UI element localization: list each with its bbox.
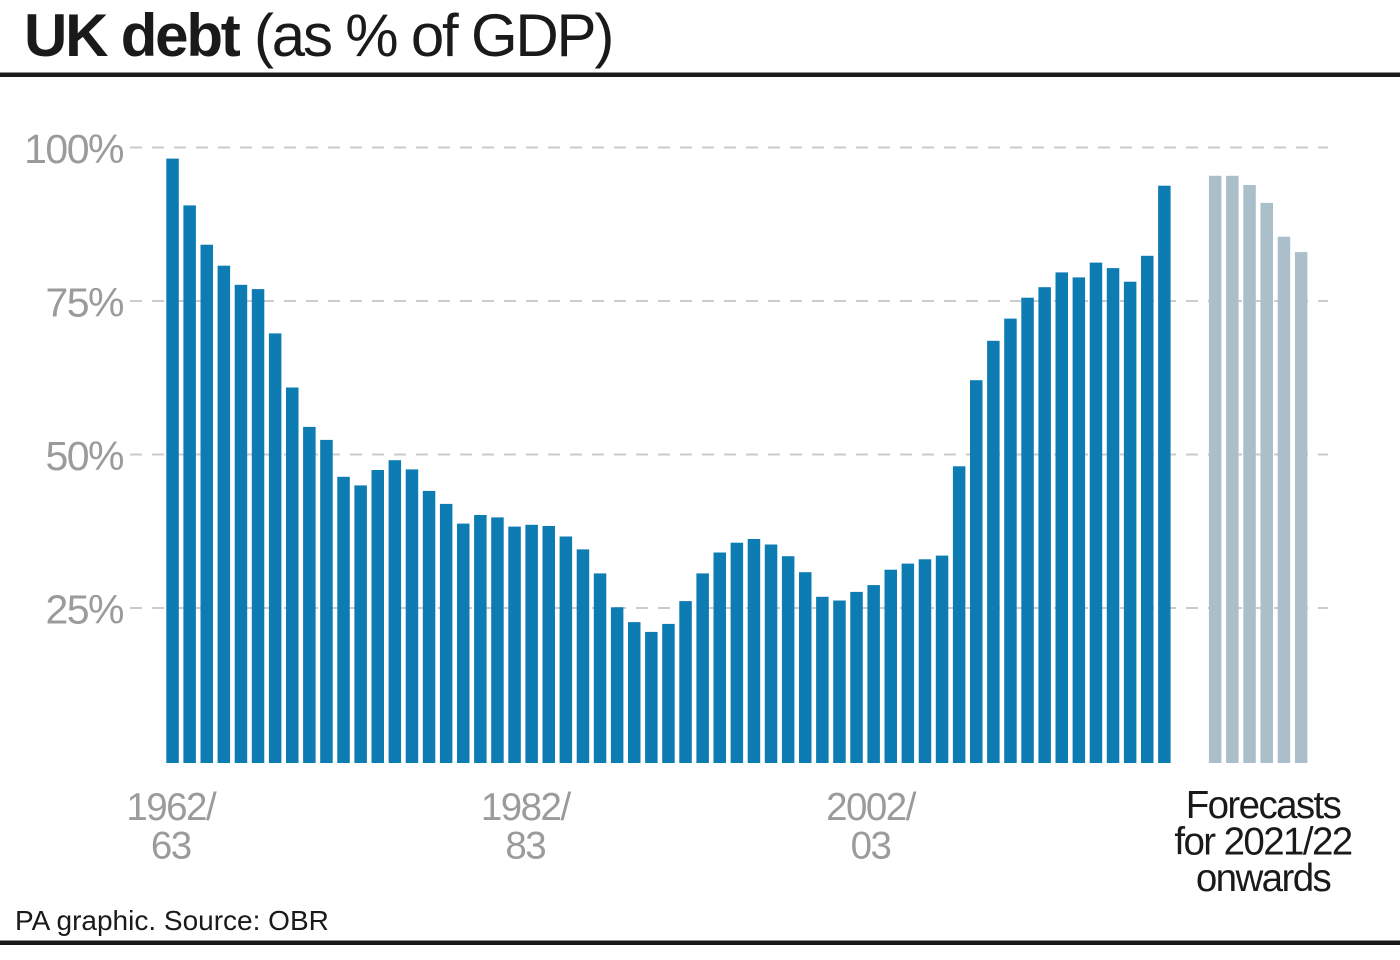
svg-text:(as % of GDP): (as % of GDP) bbox=[254, 2, 612, 69]
svg-text:50%: 50% bbox=[45, 433, 123, 479]
svg-text:UK debt: UK debt bbox=[24, 2, 241, 69]
svg-text:1982/: 1982/ bbox=[481, 786, 572, 829]
svg-text:PA graphic. Source: OBR: PA graphic. Source: OBR bbox=[15, 905, 329, 936]
svg-text:75%: 75% bbox=[45, 280, 123, 326]
svg-text:1962/: 1962/ bbox=[126, 786, 217, 829]
svg-text:63: 63 bbox=[151, 825, 191, 868]
svg-text:2002/: 2002/ bbox=[826, 786, 917, 829]
svg-text:25%: 25% bbox=[45, 587, 123, 633]
svg-text:Forecasts: Forecasts bbox=[1186, 784, 1341, 827]
svg-text:for 2021/22: for 2021/22 bbox=[1174, 821, 1351, 864]
svg-text:onwards: onwards bbox=[1196, 857, 1331, 900]
svg-text:83: 83 bbox=[505, 825, 545, 868]
svg-text:100%: 100% bbox=[24, 126, 123, 172]
svg-text:03: 03 bbox=[851, 825, 891, 868]
